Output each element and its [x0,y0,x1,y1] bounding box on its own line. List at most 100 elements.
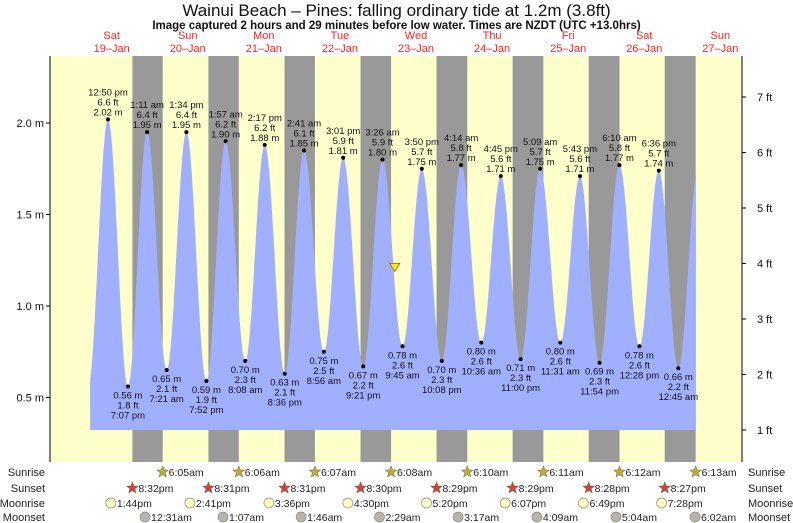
moonset-time: 5:04am [622,512,657,523]
low-tide-m: 0.70 m [231,365,260,376]
sunrise-star-icon [460,465,474,478]
high-tide-point [184,130,189,135]
low-tide-m: 0.63 m [270,378,299,389]
sunrise-time: 6:08am [397,467,432,479]
tide-area [90,119,696,431]
day-label-dow: Thu [483,30,502,42]
high-tide-time: 2:41 am [287,118,321,129]
low-tide-ft: 1.9 ft [196,395,217,406]
day-label-date: 26–Jan [626,43,662,55]
moonset-moon-icon [610,511,622,523]
low-tide-point [204,379,209,384]
low-tide-m: 0.65 m [152,374,181,385]
high-tide-point [145,130,150,135]
high-tide-time: 6:36 pm [642,139,676,150]
low-tide-ft: 2.3 ft [235,375,256,386]
moonrise-time: 7:28pm [668,498,703,510]
low-tide-ft: 2.1 ft [156,384,177,395]
high-tide-ft: 6.6 ft [97,97,118,108]
low-tide-time: 7:07 pm [111,411,145,422]
moonset-moon-icon [295,511,307,523]
high-tide-ft: 6.1 ft [293,128,314,139]
sunset-star-icon [506,481,520,494]
low-tide-m: 0.80 m [467,347,496,358]
day-label-dow: Sun [178,30,198,42]
moonrise-moon-icon [342,497,354,509]
day-label-date: 23–Jan [398,43,434,55]
low-tide-ft: 2.6 ft [471,357,492,368]
low-tide-ft: 2.5 ft [313,366,334,377]
moonset-moon-icon [374,511,385,523]
moonset-time: 1:07am [229,512,264,523]
day-label-date: 19–Jan [94,43,130,55]
chart-title: Wainui Beach – Pines: falling ordinary t… [182,1,611,20]
high-tide-point [262,142,267,147]
moonrise-moon-icon [184,497,196,509]
low-tide-ft: 2.3 ft [431,375,452,386]
sunset-time: 8:31pm [291,483,326,495]
moonrise-time: 3:36pm [275,498,310,510]
day-label-dow: Tue [331,30,350,42]
low-tide-ft: 2.6 ft [629,360,650,371]
high-tide-m: 1.85 m [290,138,319,149]
sunrise-star-icon [156,465,170,478]
day-label-date: 21–Jan [246,43,282,55]
moonrise-moon-icon [578,497,589,509]
sunrise-row-label-right: Sunrise [748,467,785,479]
sunset-time: 8:31pm [214,483,249,495]
low-tide-point [243,358,248,363]
low-tide-time: 10:36 am [461,367,501,378]
high-tide-m: 1.75 m [407,157,436,168]
moonrise-moon-icon [263,497,275,509]
moonset-moon-icon [689,511,701,523]
high-tide-m: 1.77 m [447,153,476,164]
high-tide-ft: 6.4 ft [137,110,158,121]
low-tide-point [597,360,602,365]
sunset-time: 8:28pm [595,483,630,495]
high-tide-m: 1.71 m [565,164,594,175]
day-label-date: 27–Jan [702,43,738,55]
high-tide-m: 2.02 m [93,107,122,118]
low-tide-time: 8:08 am [228,385,262,396]
current-tide-marker [389,263,401,273]
sunrise-time: 6:06am [245,467,280,479]
moonset-row-label-right: Moonset [748,512,790,523]
low-tide-point [400,344,405,349]
y-tick-label-ft: 5 ft [757,203,772,215]
sunrise-time: 6:05am [169,467,204,479]
low-tide-point [676,366,681,371]
moonrise-moon-icon [499,497,511,509]
moonset-moon-icon [217,511,229,523]
low-tide-m: 0.67 m [349,370,378,381]
high-tide-ft: 5.9 ft [372,138,393,149]
sunrise-time: 6:11am [549,467,583,479]
sunrise-star-icon [689,465,703,478]
low-tide-time: 9:21 pm [346,390,380,401]
sunrise-star-icon [232,465,246,478]
high-tide-point [577,174,582,179]
high-tide-m: 1.95 m [133,120,162,131]
low-tide-m: 0.56 m [113,391,142,402]
low-tide-point [321,349,326,354]
high-tide-time: 3:01 pm [326,126,360,137]
sunset-time: 8:29pm [443,483,478,495]
moonset-moon-icon [531,511,543,523]
low-tide-point [282,371,287,376]
day-label-dow: Sun [711,30,731,42]
high-tide-ft: 6.4 ft [176,110,197,121]
low-tide-time: 12:28 pm [620,370,660,381]
low-tide-time: 12:45 am [659,392,699,403]
sunset-row-label: Sunset [11,483,45,495]
moonrise-time: 5:20pm [433,498,468,510]
low-tide-m: 0.66 m [664,372,693,383]
low-tide-m: 0.78 m [388,350,417,361]
high-tide-point [302,148,307,153]
high-tide-ft: 5.8 ft [451,143,472,154]
sunset-time: 8:30pm [367,483,402,495]
low-tide-m: 0.69 m [585,367,614,378]
low-tide-ft: 2.6 ft [550,357,571,368]
high-tide-time: 5:43 pm [563,144,597,155]
high-tide-time: 4:45 pm [484,144,518,155]
high-tide-point [656,168,661,173]
low-tide-point [637,344,642,349]
